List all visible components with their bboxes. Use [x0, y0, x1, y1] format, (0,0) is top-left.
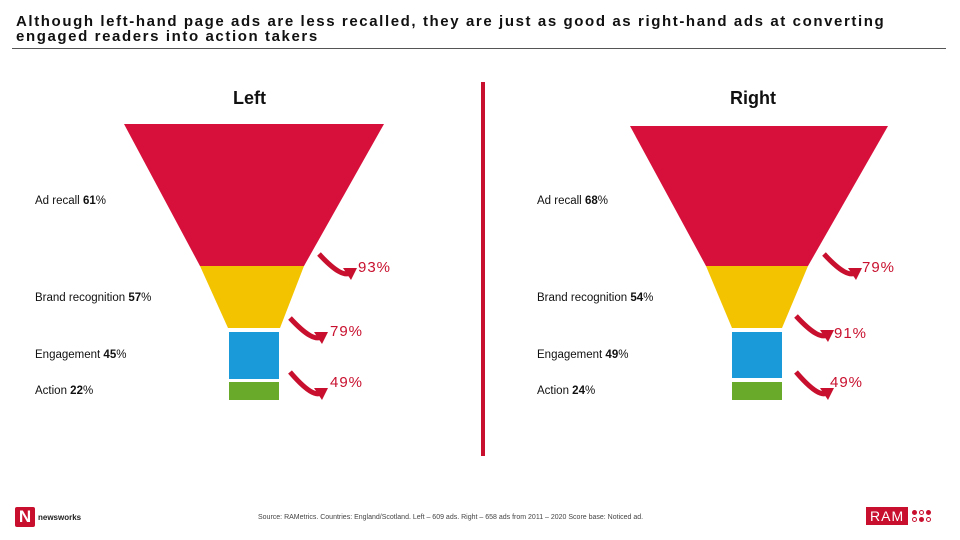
left-conversion-1: 93%: [358, 259, 392, 276]
left-label-engagement: Engagement 45%: [35, 349, 127, 361]
right-arrow-1-icon: [822, 252, 862, 280]
right-funnel-engagement: [732, 332, 782, 378]
right-label-action: Action 24%: [537, 385, 596, 397]
ram-dots-icon: [912, 510, 932, 522]
left-label-recognition: Brand recognition 57%: [35, 292, 152, 304]
left-funnel: [124, 124, 384, 400]
right-funnel-recall: [630, 126, 888, 266]
left-conversion-2: 79%: [330, 323, 364, 340]
center-divider: [481, 82, 485, 456]
source-note: Source: RAMetrics. Countries: England/Sc…: [258, 514, 644, 521]
newsworks-wordmark: newsworks: [38, 512, 82, 522]
right-funnel: [630, 126, 888, 400]
left-conversion-3: 49%: [330, 374, 364, 391]
right-heading: Right: [730, 88, 776, 108]
right-funnel-recognition: [706, 266, 808, 328]
right-conversion-2: 91%: [834, 325, 868, 342]
left-arrow-1-icon: [317, 252, 357, 280]
left-funnel-engagement: [229, 332, 279, 379]
right-conversion-3: 49%: [830, 374, 864, 391]
left-arrow-2-icon: [288, 316, 328, 344]
page-title: Although left-hand page ads are less rec…: [16, 13, 886, 45]
ram-logo: RAM: [866, 507, 932, 525]
title-rule: [12, 48, 946, 49]
newsworks-logo: N newsworks: [15, 506, 81, 528]
right-funnel-action: [732, 382, 782, 400]
left-arrow-3-icon: [288, 370, 328, 400]
right-label-engagement: Engagement 49%: [537, 349, 629, 361]
right-arrow-3-icon: [794, 370, 834, 400]
right-conversion-1: 79%: [862, 259, 896, 276]
left-heading: Left: [233, 88, 266, 108]
left-label-action: Action 22%: [35, 385, 94, 397]
right-label-recall: Ad recall 68%: [537, 195, 608, 207]
newsworks-n-icon: N: [15, 507, 35, 527]
left-funnel-action: [229, 382, 279, 400]
ram-wordmark: RAM: [866, 507, 909, 525]
left-funnel-recognition: [200, 266, 304, 328]
left-funnel-recall: [124, 124, 384, 266]
right-arrow-2-icon: [794, 314, 834, 342]
right-label-recognition: Brand recognition 54%: [537, 292, 654, 304]
left-label-recall: Ad recall 61%: [35, 195, 106, 207]
